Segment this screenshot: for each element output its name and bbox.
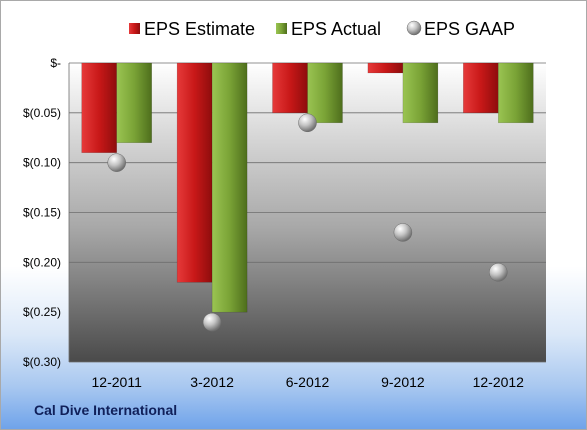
legend-label: EPS Estimate (144, 19, 255, 39)
y-tick-label: $(0.15) (23, 206, 61, 220)
x-category-label: 12-2012 (473, 374, 525, 390)
legend-label: EPS Actual (291, 19, 381, 39)
eps-gaap-point (107, 153, 126, 172)
y-tick-label: $(0.20) (23, 255, 61, 269)
eps-estimate-bar (367, 62, 404, 74)
eps-gaap-point (393, 223, 413, 242)
eps-actual-bar (211, 62, 248, 313)
eps-actual-bar (307, 62, 343, 124)
legend-swatch (129, 23, 140, 34)
legend: EPS Estimate EPS Actual EPS GAAP (129, 19, 515, 39)
legend-swatch (406, 20, 422, 36)
eps-gaap-point (202, 312, 222, 332)
eps-estimate-bar (272, 62, 308, 114)
x-category-label: 9-2012 (381, 374, 425, 390)
company-label: Cal Dive International (34, 402, 178, 418)
eps-estimate-bar (176, 62, 213, 283)
eps-gaap-point (489, 263, 508, 282)
eps-actual-bar (402, 62, 439, 124)
x-category-label: 3-2012 (190, 374, 234, 390)
gaap-points (107, 113, 508, 332)
x-category-label: 12-2011 (92, 374, 143, 390)
eps-gaap-point (298, 113, 317, 133)
x-axis-labels: 12-2011 3-2012 6-2012 9-2012 12-2012 (92, 374, 525, 390)
legend-label: EPS GAAP (424, 19, 515, 39)
y-tick-label: $(0.25) (23, 305, 61, 319)
y-tick-label: $(0.10) (23, 156, 61, 170)
eps-estimate-bar (463, 62, 499, 114)
x-category-label: 6-2012 (286, 374, 330, 390)
y-tick-label: $- (50, 56, 61, 70)
bars (81, 62, 534, 313)
eps-actual-bar (116, 62, 152, 143)
eps-estimate-bar (81, 62, 117, 153)
y-tick-label: $(0.30) (23, 355, 61, 369)
y-tick-label: $(0.05) (23, 106, 61, 120)
eps-actual-bar (498, 62, 534, 124)
y-axis-ticks: $- $(0.05) $(0.10) $(0.15) $(0.20) $(0.25) $(0… (23, 56, 61, 369)
legend-swatch (276, 23, 287, 34)
